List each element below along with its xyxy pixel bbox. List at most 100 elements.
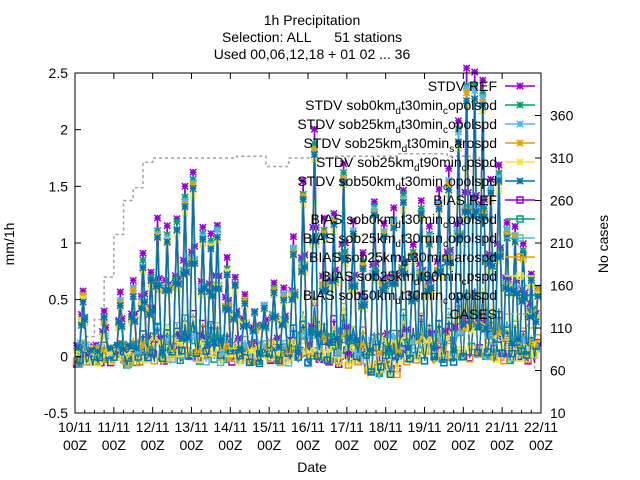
data-point [255, 359, 264, 368]
legend-label: BIAS sob25kmdt30minsarospd [309, 249, 497, 269]
data-point [472, 207, 481, 216]
legend-label-part: arospd [454, 249, 497, 265]
data-point [216, 336, 225, 345]
data-point [208, 292, 217, 300]
data-point [174, 280, 183, 288]
data-point [176, 338, 184, 347]
data-point [76, 356, 84, 365]
data-point [328, 277, 337, 285]
data-point [93, 347, 102, 356]
data-point [454, 117, 463, 125]
legend-label: STDV REF [428, 78, 497, 94]
data-point [435, 205, 443, 213]
data-point [131, 317, 139, 326]
data-point [79, 298, 87, 306]
data-point [511, 237, 519, 246]
data-point [339, 168, 348, 177]
legend-label-part: STDV sob25km [297, 116, 395, 132]
legend-label: STDV sob0kmdt30mincopolspd [305, 97, 497, 117]
legend-label-part: BIAS REF [433, 192, 497, 208]
data-point [137, 304, 146, 313]
data-point [189, 168, 197, 176]
data-point [479, 76, 487, 84]
x-tick-label-hour: 00Z [63, 437, 88, 453]
data-point [430, 352, 438, 361]
data-point [299, 195, 307, 203]
data-point [479, 101, 487, 109]
data-point [320, 232, 328, 240]
data-point [231, 273, 239, 282]
data-point [487, 189, 495, 197]
data-point [270, 279, 278, 287]
data-point [213, 226, 222, 234]
data-point [129, 276, 137, 285]
y-axis-label: mm/1h [1, 223, 17, 266]
data-point [417, 204, 425, 213]
data-point [106, 344, 115, 352]
data-point [415, 273, 424, 282]
data-point [359, 264, 367, 273]
data-point [199, 235, 207, 243]
data-point [365, 363, 374, 371]
y2-tick-label: 210 [550, 235, 574, 251]
data-point [404, 344, 413, 352]
data-point [380, 219, 388, 228]
data-point [113, 341, 121, 349]
data-point [161, 286, 170, 295]
legend-label-subscript: c [443, 182, 448, 193]
x-tick-label-date: 21/11 [485, 419, 519, 435]
legend-label-part: t30min [401, 211, 443, 227]
x-tick-label-hour: 00Z [257, 437, 282, 453]
y-tick-label: 1 [60, 235, 68, 251]
data-point [250, 308, 259, 316]
data-point [218, 349, 226, 358]
data-point [79, 291, 87, 299]
data-point [147, 276, 155, 284]
data-point [189, 175, 197, 184]
y-tick-label: 0.5 [49, 292, 69, 308]
data-point [176, 356, 184, 365]
legend-label-subscript: d [414, 163, 420, 174]
legend-entry: BIAS REF [433, 192, 535, 208]
data-point [288, 295, 296, 304]
data-point [191, 259, 199, 268]
data-point [312, 237, 320, 245]
data-point [153, 233, 162, 242]
data-point [420, 357, 429, 365]
data-point [346, 357, 354, 366]
data-point [433, 269, 442, 277]
data-point [213, 221, 222, 230]
legend-marker [516, 196, 524, 204]
data-point [299, 177, 307, 185]
data-point [385, 349, 393, 357]
data-point [184, 333, 192, 341]
legend-label-subscript: c [462, 277, 467, 288]
data-point [304, 358, 312, 367]
data-point [360, 301, 369, 309]
legend-label-subscript: c [443, 239, 448, 250]
data-point [449, 358, 458, 366]
data-point [446, 258, 455, 267]
data-point [111, 344, 120, 352]
data-point [511, 233, 519, 241]
x-axis-label: Date [297, 459, 327, 475]
legend-label-part: opolspd [448, 116, 497, 132]
data-point [187, 260, 196, 268]
legend-label-subscript: s [449, 258, 454, 269]
data-point [390, 217, 398, 225]
x-tick-label-hour: 00Z [529, 437, 554, 453]
data-point [496, 252, 505, 261]
legend-label-subscript: d [414, 277, 420, 288]
data-point [527, 270, 536, 278]
data-point [310, 140, 319, 148]
data-point [462, 64, 471, 72]
data-point [322, 285, 330, 294]
x-tick-label-date: 20/11 [446, 419, 480, 435]
legend-entry: STDV sob0kmdt30mincopolspd [305, 97, 535, 117]
data-point [480, 213, 489, 221]
data-point [425, 222, 434, 230]
data-point [378, 286, 387, 295]
data-point [279, 290, 288, 298]
data-point [297, 267, 306, 276]
data-point [419, 274, 427, 282]
